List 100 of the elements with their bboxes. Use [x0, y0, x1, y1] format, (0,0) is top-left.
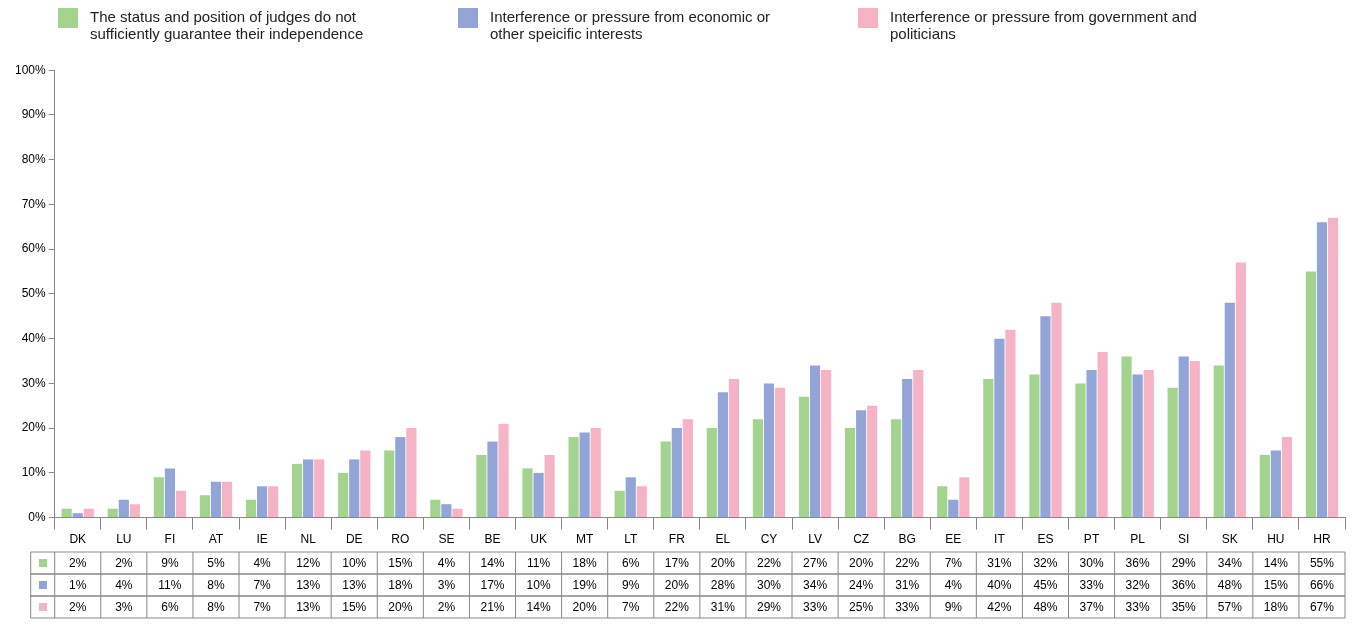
data-label: 10% — [342, 556, 367, 571]
x-tick-label: FR — [668, 532, 686, 547]
data-label: 13% — [342, 578, 367, 593]
data-label: 19% — [572, 578, 597, 593]
data-label: 48% — [1033, 600, 1058, 615]
bar — [452, 508, 463, 518]
data-label: 6% — [622, 556, 640, 571]
data-label: 17% — [664, 556, 690, 571]
bar — [774, 387, 786, 518]
data-label: 22% — [664, 600, 690, 615]
bar — [636, 486, 647, 518]
bar — [821, 369, 832, 518]
x-tick-label: DE — [345, 532, 363, 547]
bar — [1235, 262, 1246, 518]
bar — [430, 499, 441, 518]
data-label: 36% — [1125, 556, 1150, 571]
bar — [867, 405, 878, 518]
y-tick-label: 0% — [28, 509, 47, 524]
bar — [256, 486, 268, 518]
data-label: 31% — [987, 556, 1012, 571]
data-label: 35% — [1171, 600, 1197, 615]
bar — [937, 486, 948, 518]
x-tick-label: AT — [208, 532, 224, 547]
data-label: 33% — [1079, 578, 1104, 593]
bar — [1270, 450, 1281, 518]
data-label: 33% — [895, 600, 920, 615]
x-tick-label: SI — [1178, 532, 1190, 547]
bar — [153, 477, 164, 518]
data-label: 29% — [756, 600, 782, 615]
bar — [292, 463, 303, 518]
bar — [476, 454, 487, 518]
data-label: 30% — [1079, 556, 1104, 571]
data-label: 25% — [849, 600, 874, 615]
x-tick-label: BG — [898, 532, 916, 547]
data-label: 2% — [69, 556, 87, 571]
bar — [83, 508, 94, 518]
bar — [1224, 302, 1235, 518]
data-label: 4% — [437, 556, 456, 571]
data-label: 5% — [207, 556, 225, 571]
data-label: 32% — [1033, 556, 1058, 571]
bar — [61, 508, 72, 518]
bar — [487, 441, 498, 518]
data-label: 32% — [1125, 578, 1150, 593]
data-label: 11% — [158, 578, 182, 593]
bar — [614, 490, 625, 518]
y-tick-label: 30% — [21, 375, 47, 390]
x-tick-label: BE — [484, 532, 501, 547]
x-tick-label: PL — [1130, 532, 1146, 547]
data-label: 22% — [756, 556, 782, 571]
data-label: 34% — [1217, 556, 1243, 571]
data-label: 1% — [69, 578, 87, 593]
bar — [568, 437, 579, 518]
bar — [349, 459, 360, 518]
bar — [579, 432, 590, 518]
x-tick-label: DK — [69, 532, 87, 547]
y-tick-label: 10% — [21, 465, 47, 480]
bar — [671, 428, 682, 518]
data-label: 6% — [161, 600, 179, 615]
legend-label: Interference or pressure from economic or other speicific interests — [490, 8, 772, 42]
data-label: 14% — [1263, 556, 1289, 571]
data-label: 9% — [944, 600, 963, 615]
data-label: 4% — [253, 556, 272, 571]
bar — [660, 441, 671, 518]
data-label: 21% — [480, 600, 505, 615]
data-label: 57% — [1217, 600, 1243, 615]
bar — [717, 392, 728, 518]
x-tick-label: SK — [1221, 532, 1238, 547]
data-label: 3% — [115, 600, 133, 615]
x-tick-label: LT — [624, 532, 638, 547]
bar — [107, 508, 118, 518]
x-tick-label: IE — [256, 532, 268, 547]
y-tick-label: 90% — [21, 107, 47, 122]
bar — [338, 472, 349, 518]
x-tick-label: CZ — [853, 532, 870, 547]
legend-label: The status and position of judges do not sufficiently guarantee their independence — [90, 8, 365, 42]
bar — [1259, 454, 1270, 518]
data-label: 14% — [480, 556, 505, 571]
data-label: 55% — [1309, 556, 1335, 571]
bar — [395, 437, 406, 518]
data-label: 45% — [1033, 578, 1058, 593]
data-label: 7% — [253, 600, 272, 615]
data-label: 20% — [710, 556, 736, 571]
bar — [1305, 271, 1316, 518]
bar — [1316, 222, 1328, 518]
x-tick-label: IT — [994, 532, 1006, 547]
data-label: 4% — [944, 578, 963, 593]
bar — [983, 378, 994, 518]
x-tick-label: FI — [164, 532, 176, 547]
data-label: 67% — [1309, 600, 1335, 615]
data-label: 8% — [207, 600, 225, 615]
x-tick-label: ES — [1037, 532, 1054, 547]
bar — [199, 495, 211, 518]
y-tick-label: 70% — [21, 196, 47, 211]
data-label: 33% — [803, 600, 828, 615]
bar — [314, 459, 325, 518]
data-label: 18% — [572, 556, 597, 571]
data-label: 14% — [526, 600, 551, 615]
bar — [1029, 374, 1040, 518]
bar — [118, 499, 129, 518]
bar — [1132, 374, 1143, 518]
